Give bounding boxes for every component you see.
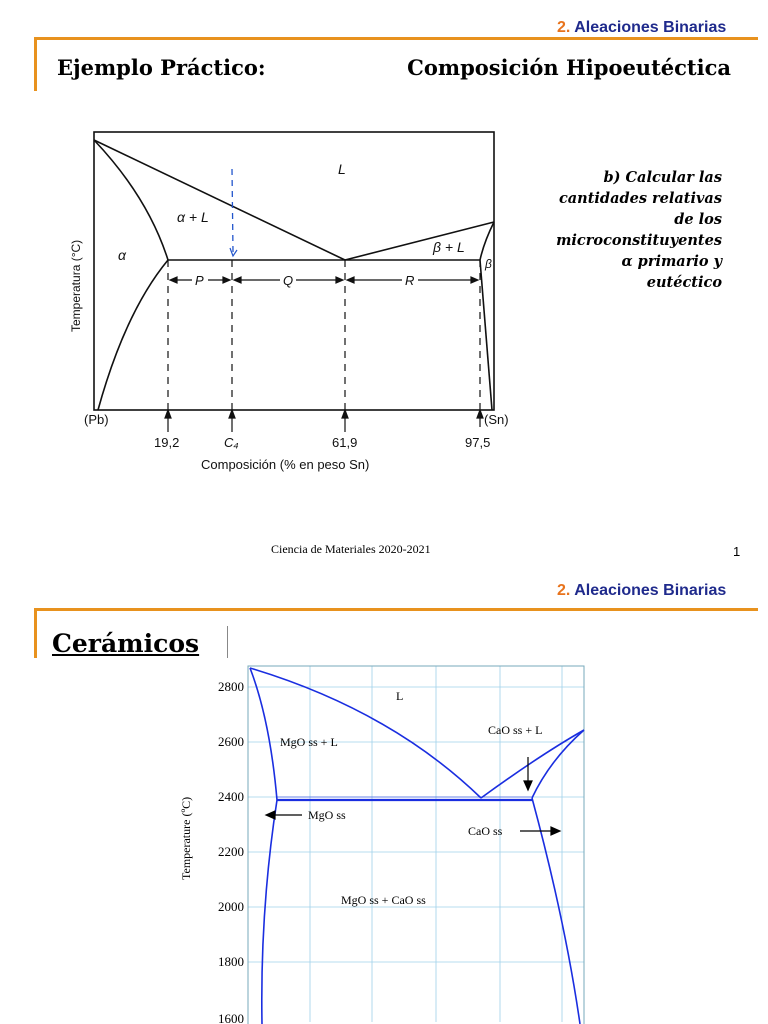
section-title: Aleaciones Binarias bbox=[574, 19, 727, 36]
solvus-beta bbox=[479, 259, 493, 411]
task-line: cantidades relativas bbox=[558, 190, 722, 207]
region-l: L bbox=[338, 161, 346, 177]
task-line: microconstituyentes bbox=[556, 232, 722, 249]
solidus-beta bbox=[479, 221, 495, 261]
section-tag: 2. Aleaciones Binarias bbox=[557, 19, 726, 37]
segment-p: P bbox=[195, 273, 204, 288]
heading-left: Ejemplo Práctico: bbox=[57, 55, 266, 80]
solidus-alpha bbox=[93, 139, 169, 261]
page-number: 1 bbox=[733, 544, 741, 559]
header-vrule-2 bbox=[34, 608, 37, 658]
sn-label: (Sn) bbox=[484, 412, 509, 427]
header-rule-2 bbox=[36, 608, 758, 611]
section-tag-2: 2. Aleaciones Binarias bbox=[557, 582, 726, 600]
segment-q: Q bbox=[283, 273, 293, 288]
mgo-cao-phase-diagram: 2800 2600 2400 2200 2000 1800 1600 Tempe… bbox=[179, 665, 585, 1024]
heading-right: Composición Hipoeutéctica bbox=[407, 55, 731, 80]
region-cao-l: CaO ss + L bbox=[488, 723, 542, 737]
region-alpha: α bbox=[118, 247, 127, 263]
y-tick: 2000 bbox=[218, 899, 244, 914]
section-title-2: Aleaciones Binarias bbox=[574, 582, 727, 599]
page-heading: Cerámicos bbox=[52, 629, 200, 658]
pb-label: (Pb) bbox=[84, 412, 109, 427]
region-mgo-ss: MgO ss bbox=[308, 808, 346, 822]
heading-divider bbox=[227, 626, 228, 658]
task-line: eutéctico bbox=[646, 274, 722, 291]
y-tick: 1600 bbox=[218, 1011, 244, 1024]
y-tick: 2200 bbox=[218, 844, 244, 859]
y-tick: 2400 bbox=[218, 789, 244, 804]
region-mgo-l: MgO ss + L bbox=[280, 735, 338, 749]
region-beta: β bbox=[484, 257, 492, 271]
header-vrule bbox=[34, 37, 37, 91]
tick-19: 19,2 bbox=[154, 435, 179, 450]
y-axis-label: Temperatura (°C) bbox=[69, 240, 83, 332]
plot-frame-2 bbox=[247, 665, 585, 1024]
y-tick: 1800 bbox=[218, 954, 244, 969]
pb-sn-phase-diagram: P Q R L α + L α β + L β Temperatura (°C)… bbox=[69, 131, 509, 472]
footer: Ciencia de Materiales 2020-2021 bbox=[271, 542, 431, 556]
solidus-mgo bbox=[249, 667, 278, 801]
liquidus-mgo bbox=[249, 667, 482, 799]
y-axis-label-2: Temperature (ºC) bbox=[179, 797, 193, 880]
y-tick: 2800 bbox=[218, 679, 244, 694]
region-mgo-cao-ss: MgO ss + CaO ss bbox=[341, 893, 426, 907]
x-axis-label: Composición (% en peso Sn) bbox=[201, 457, 369, 472]
tick-c4: C₄ bbox=[224, 435, 239, 450]
solvus-cao bbox=[531, 797, 581, 1024]
header-rule bbox=[36, 37, 758, 40]
plot-frame bbox=[93, 131, 495, 411]
task-line: de los bbox=[674, 211, 722, 228]
section-number: 2. bbox=[557, 19, 571, 36]
solidus-cao bbox=[531, 729, 585, 799]
tick-97: 97,5 bbox=[465, 435, 490, 450]
region-l-2: L bbox=[396, 689, 403, 703]
liquidus-cao bbox=[480, 729, 585, 799]
liquidus-right bbox=[344, 221, 495, 261]
blue-composition-line bbox=[231, 168, 234, 253]
region-alpha-l: α + L bbox=[177, 209, 209, 225]
tick-61: 61,9 bbox=[332, 435, 357, 450]
y-tick: 2600 bbox=[218, 734, 244, 749]
solvus-mgo bbox=[260, 799, 278, 1024]
task-text: b) Calcular las cantidades relativas de … bbox=[502, 167, 722, 293]
region-beta-l: β + L bbox=[432, 239, 465, 255]
task-line: b) Calcular las bbox=[603, 169, 722, 186]
liquidus-left bbox=[93, 139, 346, 261]
solvus-alpha bbox=[97, 259, 169, 411]
region-cao-ss: CaO ss bbox=[468, 824, 503, 838]
task-line: α primario y bbox=[621, 253, 722, 270]
section-number-2: 2. bbox=[557, 582, 571, 599]
segment-r: R bbox=[405, 273, 414, 288]
